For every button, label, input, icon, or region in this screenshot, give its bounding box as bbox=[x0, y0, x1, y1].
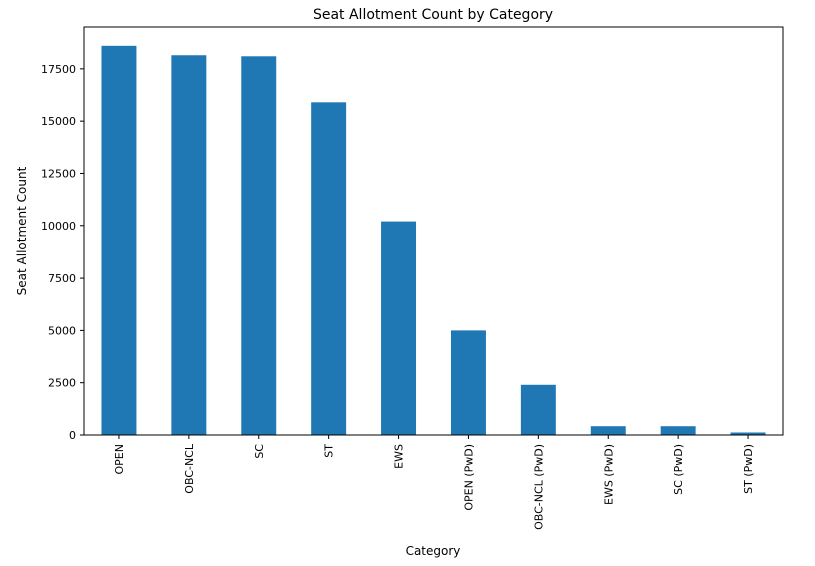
x-tick-label: ST (PwD) bbox=[742, 444, 755, 494]
y-tick-label: 5000 bbox=[48, 324, 76, 337]
x-tick-label: SC bbox=[253, 444, 266, 459]
y-axis-label: Seat Allotment Count bbox=[15, 166, 29, 295]
bar-ews-pwd bbox=[590, 426, 626, 435]
x-tick-label: OPEN bbox=[113, 444, 126, 474]
y-tick-label: 12500 bbox=[41, 167, 76, 180]
x-tick-label: OBC-NCL bbox=[183, 443, 196, 494]
bar-st bbox=[311, 102, 347, 436]
bar-open bbox=[101, 45, 137, 435]
x-tick-label: OPEN (PwD) bbox=[462, 444, 475, 511]
y-tick-label: 17500 bbox=[41, 63, 76, 76]
axes-frame bbox=[83, 26, 784, 436]
bar-sc bbox=[241, 56, 277, 436]
x-tick-label: EWS bbox=[393, 444, 406, 469]
y-tick-label: 10000 bbox=[41, 220, 76, 233]
y-tick-label: 0 bbox=[69, 429, 76, 442]
y-tick-label: 7500 bbox=[48, 272, 76, 285]
bar-ews bbox=[381, 221, 417, 435]
y-tick-label: 15000 bbox=[41, 115, 76, 128]
bar-open-pwd bbox=[450, 330, 486, 435]
x-axis-label: Category bbox=[406, 544, 461, 558]
bar-obc-ncl-pwd bbox=[520, 384, 556, 435]
y-tick-label: 2500 bbox=[48, 377, 76, 390]
bar-st-pwd bbox=[730, 432, 766, 435]
x-tick-label: EWS (PwD) bbox=[602, 444, 615, 505]
bar-obc-ncl bbox=[171, 55, 207, 435]
plot-area: 0 2500 5000 7500 10000 12500 15000 17500 OPEN OBC… bbox=[41, 26, 784, 530]
bar-sc-pwd bbox=[660, 426, 696, 435]
x-tick-label: ST bbox=[323, 444, 336, 458]
x-tick-label: OBC-NCL (PwD) bbox=[532, 444, 545, 530]
chart-title: Seat Allotment Count by Category bbox=[313, 7, 553, 23]
x-tick-label: SC (PwD) bbox=[672, 444, 685, 495]
